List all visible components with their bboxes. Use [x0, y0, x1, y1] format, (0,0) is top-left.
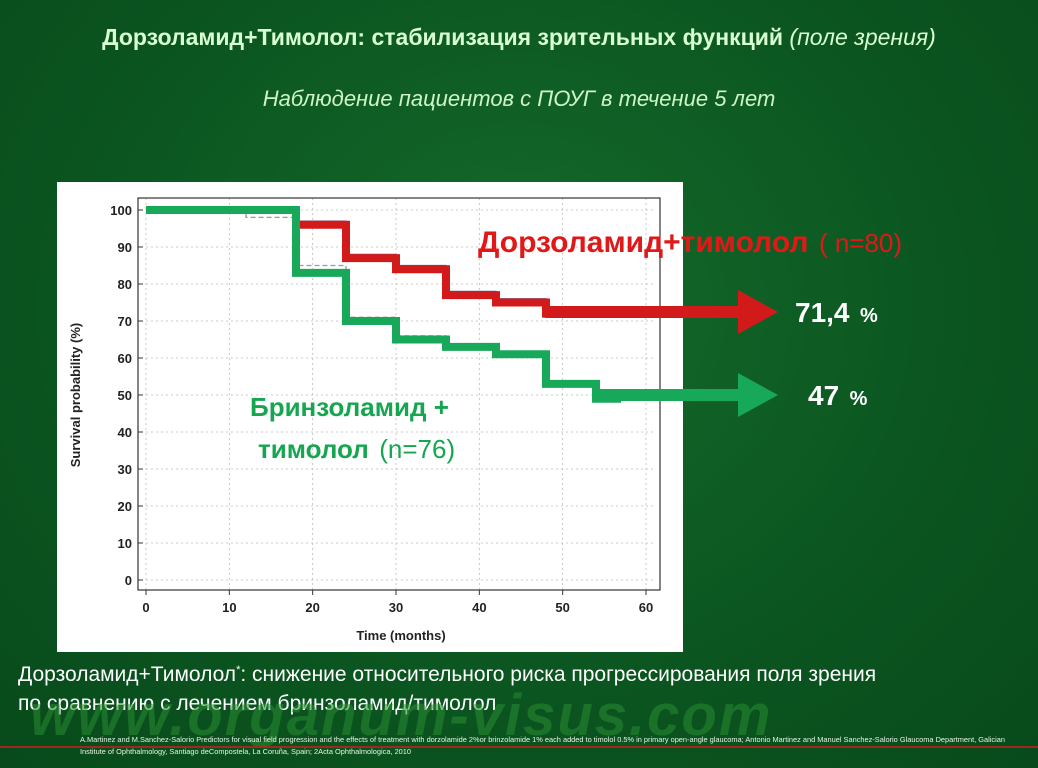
series-line-1	[146, 206, 621, 403]
green-end-unit: %	[850, 388, 868, 410]
x-tick-label: 50	[555, 600, 569, 615]
y-tick-label: 90	[118, 240, 132, 255]
x-tick-label: 60	[639, 600, 653, 615]
x-tick-label: 20	[305, 600, 319, 615]
series-line-0	[146, 206, 605, 318]
red-series-name: Дорзоламид+тимолол	[478, 226, 808, 259]
x-tick-label: 30	[389, 600, 403, 615]
x-axis-label: Time (months)	[356, 628, 445, 643]
slide-title: Дорзоламид+Тимолол: стабилизация зритель…	[0, 24, 1038, 51]
red-underline	[0, 746, 1038, 748]
title-italic: (поле зрения)	[789, 24, 936, 50]
green-series-n: (n=76)	[379, 434, 455, 464]
y-tick-label: 10	[118, 536, 132, 551]
red-end-value: 71,4 %	[795, 297, 878, 328]
chart-ticks: 0 10 20 30 40 50 60 70 80 90 100 0 10 20 30 40 50 60	[110, 203, 653, 615]
y-tick-label: 0	[125, 573, 132, 588]
slide-subtitle: Наблюдение пациентов с ПОУГ в течение 5 …	[262, 86, 776, 111]
y-tick-label: 40	[118, 425, 132, 440]
x-tick-label: 0	[142, 600, 149, 615]
x-tick-label: 10	[222, 600, 236, 615]
y-tick-label: 60	[118, 351, 132, 366]
conclusion-asterisk: *	[236, 664, 241, 676]
chart-grid	[145, 198, 656, 590]
conclusion-text: Дорзоламид+Тимолол*: снижение относитель…	[18, 656, 1028, 718]
y-tick-label: 80	[118, 277, 132, 292]
green-series-name-line1: Бринзоламид +	[250, 392, 449, 422]
y-axis-label: Survival probability (%)	[68, 323, 83, 467]
conclusion-line1: : снижение относительного риска прогресс…	[240, 663, 877, 686]
watermark: www.organum-visus.com	[30, 683, 773, 748]
green-end-number: 47	[808, 380, 839, 411]
red-end-number: 71,4	[795, 297, 850, 328]
red-series-n: ( n=80)	[819, 228, 902, 258]
y-tick-label: 30	[118, 462, 132, 477]
y-tick-label: 20	[118, 499, 132, 514]
x-tick-label: 40	[472, 600, 486, 615]
y-tick-label: 50	[118, 388, 132, 403]
green-series-label-line2: тимолол (n=76)	[258, 434, 455, 464]
title-main: Дорзоламид+Тимолол: стабилизация зритель…	[102, 24, 784, 50]
reference-citation: A.Martinez and M.Sanchez-Salorio Predict…	[80, 735, 1005, 756]
conclusion-line2: по сравнению с лечением бринзоламид/тимо…	[18, 692, 497, 715]
red-series-label: Дорзоламид+тимолол ( n=80)	[478, 226, 902, 259]
red-end-unit: %	[860, 305, 878, 327]
green-arrow	[598, 373, 778, 417]
green-series-name-line2: тимолол	[258, 434, 369, 464]
conclusion-drug: Дорзоламид+Тимолол	[18, 663, 237, 686]
y-tick-label: 100	[110, 203, 132, 218]
green-end-value: 47 %	[808, 380, 868, 411]
y-tick-label: 70	[118, 314, 132, 329]
red-arrow	[545, 290, 778, 334]
chart-series	[146, 206, 621, 403]
